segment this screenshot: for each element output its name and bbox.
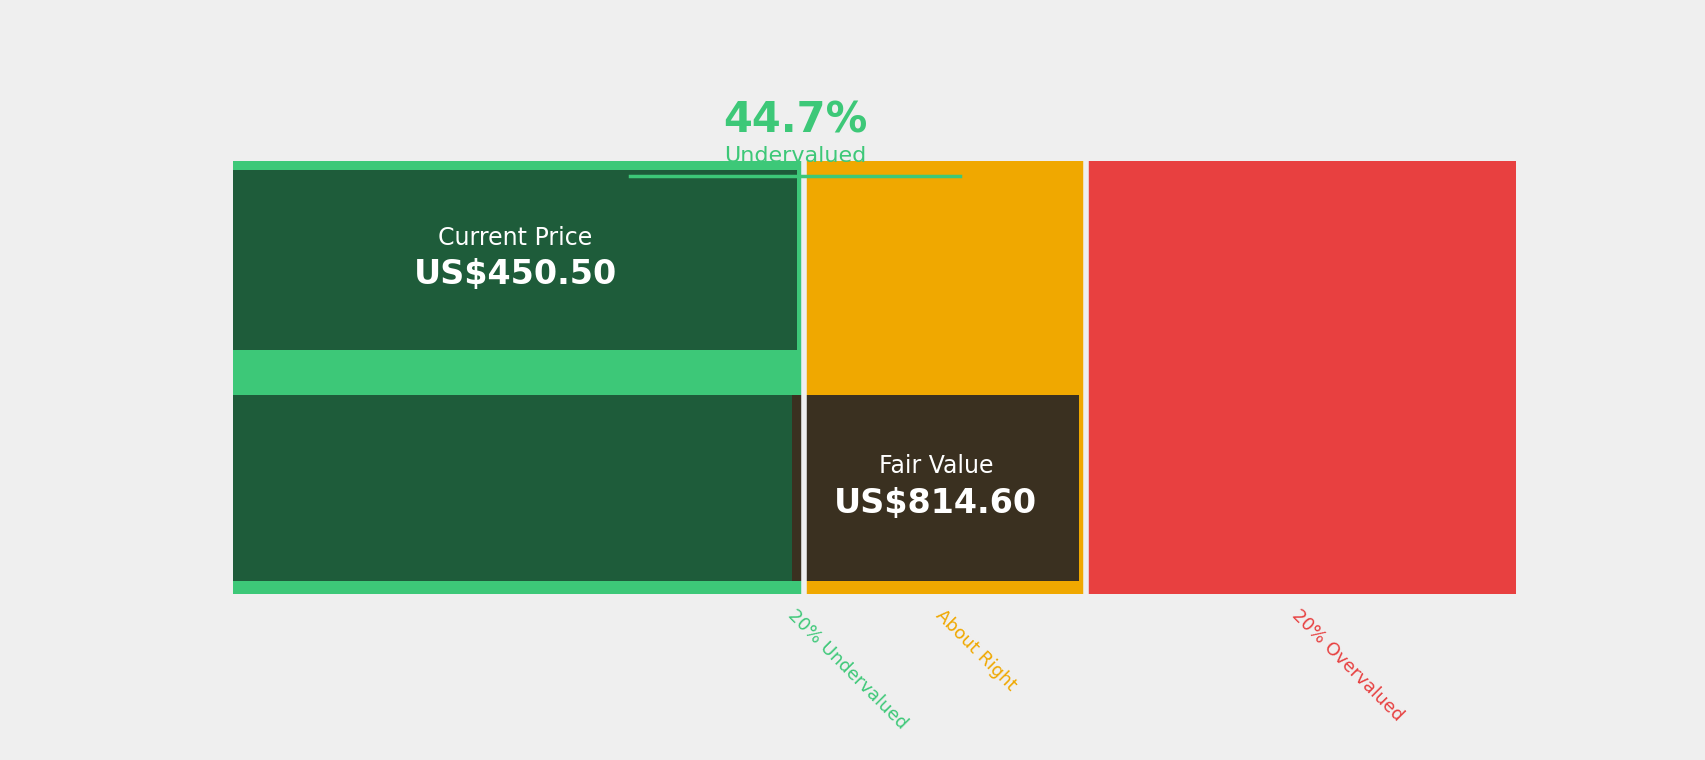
Bar <box>791 395 1079 581</box>
Text: 20% Overvalued: 20% Overvalued <box>1287 606 1407 725</box>
Text: Fair Value: Fair Value <box>878 454 992 478</box>
Text: 44.7%: 44.7% <box>723 100 866 141</box>
Bar <box>234 161 803 594</box>
Bar <box>803 161 1086 594</box>
Text: US$450.50: US$450.50 <box>413 258 617 291</box>
Bar <box>1086 161 1514 594</box>
Bar <box>234 395 1079 581</box>
Text: 20% Undervalued: 20% Undervalued <box>784 606 910 733</box>
Bar <box>234 170 796 350</box>
Text: Current Price: Current Price <box>438 226 592 250</box>
Text: About Right: About Right <box>931 606 1020 694</box>
Text: US$814.60: US$814.60 <box>834 486 1037 520</box>
Text: Undervalued: Undervalued <box>723 146 866 166</box>
